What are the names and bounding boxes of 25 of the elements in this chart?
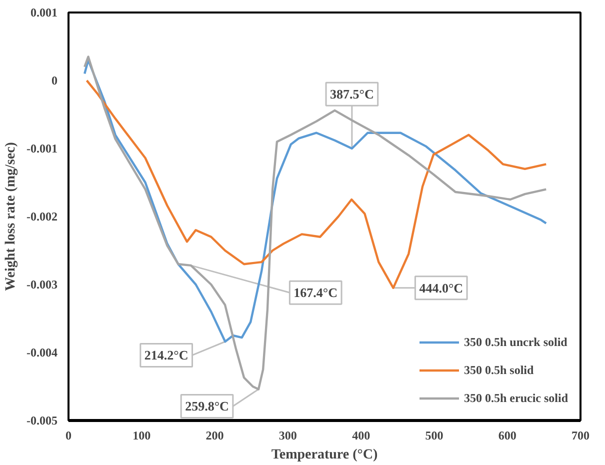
x-tick-label: 200 <box>206 428 224 442</box>
legend-label: 350 0.5h erucic solid <box>464 390 568 406</box>
x-axis-title: Temperature (°C) <box>271 448 378 462</box>
x-tick-label: 100 <box>132 428 151 442</box>
annotation: 214.2°C <box>144 348 188 363</box>
x-tick-label: 500 <box>425 428 444 442</box>
annotation: 259.8°C <box>185 398 229 414</box>
y-tick-label: -0.001 <box>26 142 58 156</box>
y-tick-label: -0.004 <box>26 346 58 360</box>
annotation: 444.0°C <box>419 280 464 296</box>
legend-label: 350 0.5h solid <box>464 362 534 378</box>
y-tick-label: 0 <box>52 74 58 88</box>
y-tick-label: -0.005 <box>26 414 58 428</box>
y-axis-title: Weight loss rate (mg/sec) <box>4 142 19 291</box>
y-tick-label: -0.002 <box>26 210 58 224</box>
x-tick-label: 0 <box>66 428 72 442</box>
x-tick-label: 700 <box>572 428 590 442</box>
y-tick-label: 0.001 <box>30 6 58 20</box>
x-tick-label: 300 <box>278 428 297 442</box>
legend-label: 350 0.5h uncrk solid <box>464 334 568 350</box>
annotation: 167.4°C <box>294 285 338 300</box>
annotation: 387.5°C <box>330 86 374 102</box>
y-tick-label: -0.003 <box>26 278 58 292</box>
x-tick-label: 400 <box>352 428 370 442</box>
x-tick-label: 600 <box>498 428 516 442</box>
